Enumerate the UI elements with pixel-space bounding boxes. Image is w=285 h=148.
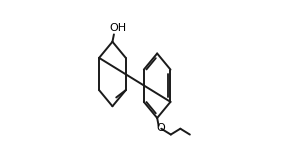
Text: OH: OH: [109, 23, 126, 33]
Text: O: O: [156, 123, 165, 133]
